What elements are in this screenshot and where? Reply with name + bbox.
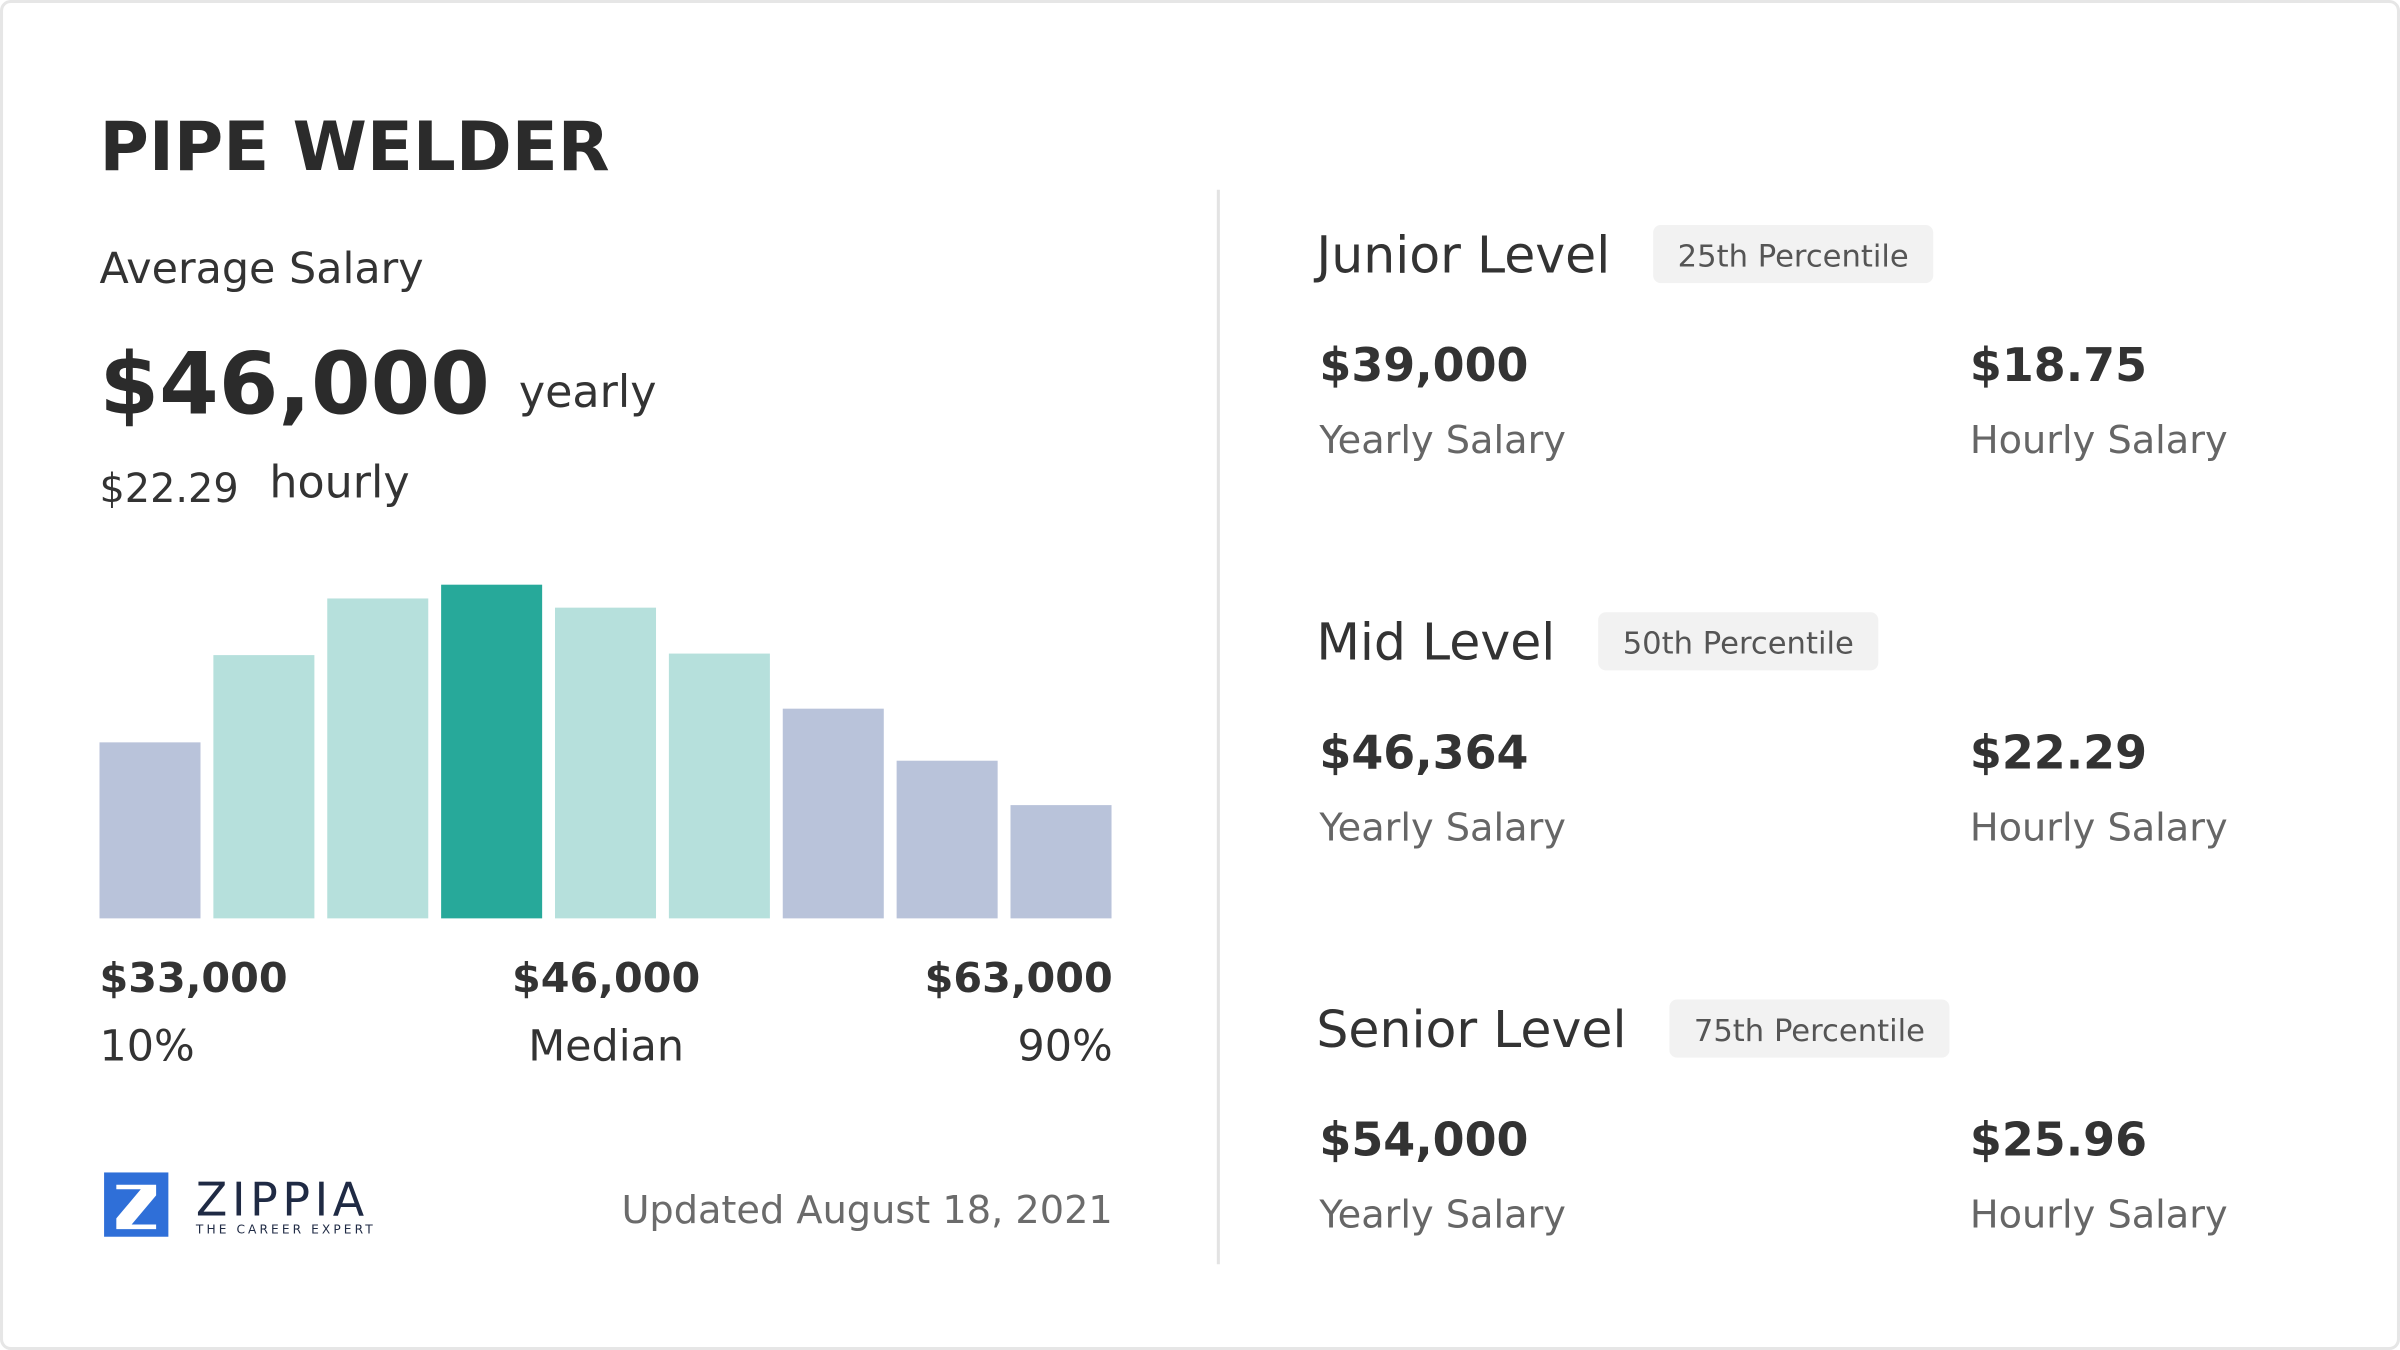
level-hourly: $22.29 xyxy=(1970,725,2147,779)
level-hourly-label: Hourly Salary xyxy=(1970,805,2228,850)
level-yearly: $46,364 xyxy=(1319,725,1528,779)
levels: Junior Level 25th Percentile $39,000 Yearly… xyxy=(1313,225,2228,1238)
range-label: 90% xyxy=(1018,1022,1113,1072)
level-hourly-label: Hourly Salary xyxy=(1970,418,2228,463)
level-name: Junior Level xyxy=(1313,225,1610,284)
level-yearly: $39,000 xyxy=(1319,338,1528,392)
percentile: 50th Percentile xyxy=(1623,627,1854,662)
salary-range: $33,000 10% $46,000 Median $63,000 90% xyxy=(99,954,1112,1072)
level-hourly: $25.96 xyxy=(1970,1113,2147,1167)
histogram-bar xyxy=(668,653,770,919)
hourly-unit: hourly xyxy=(269,457,409,508)
tagline: THE CAREER EXPERT xyxy=(195,1223,376,1237)
range-label: 10% xyxy=(99,1022,194,1072)
level-yearly: $54,000 xyxy=(1319,1113,1528,1167)
logo: ZIPPIA THE CAREER EXPERT xyxy=(104,1172,376,1237)
histogram-bar xyxy=(441,584,543,919)
histogram-bar xyxy=(555,607,657,919)
histogram-bar xyxy=(327,598,429,919)
histogram-bar xyxy=(213,655,315,919)
histogram xyxy=(99,584,1112,919)
level-name: Senior Level xyxy=(1316,1000,1626,1059)
percentile: 25th Percentile xyxy=(1678,239,1909,274)
histogram-bar xyxy=(896,760,998,919)
percentile-badge xyxy=(1598,612,1879,671)
range-amount: $33,000 xyxy=(99,954,287,1002)
average-label: Average Salary xyxy=(99,244,423,294)
range-label: Median xyxy=(528,1022,684,1072)
range-amount: $46,000 xyxy=(512,954,700,1002)
yearly-unit: yearly xyxy=(519,367,657,418)
title: PIPE WELDER xyxy=(99,107,609,186)
percentile: 75th Percentile xyxy=(1694,1014,1925,1049)
level-hourly: $18.75 xyxy=(1970,338,2147,392)
level-yearly-label: Yearly Salary xyxy=(1318,418,1566,463)
level-yearly-label: Yearly Salary xyxy=(1318,1193,1566,1238)
histogram-bar xyxy=(99,742,201,919)
histogram-bar xyxy=(1010,805,1112,919)
histogram-bar xyxy=(782,708,884,919)
level-name: Mid Level xyxy=(1316,613,1555,672)
level-yearly-label: Yearly Salary xyxy=(1318,805,1566,850)
percentile-badge xyxy=(1669,999,1950,1058)
range-amount: $63,000 xyxy=(925,954,1113,1002)
level-hourly-label: Hourly Salary xyxy=(1970,1193,2228,1238)
average-hourly: $22.29 xyxy=(99,466,238,512)
brand: ZIPPIA xyxy=(196,1172,369,1226)
logo-z xyxy=(116,1184,157,1230)
percentile-badge xyxy=(1653,225,1934,284)
updated: Updated August 18, 2021 xyxy=(621,1188,1112,1233)
average-yearly: $46,000 xyxy=(99,334,489,434)
